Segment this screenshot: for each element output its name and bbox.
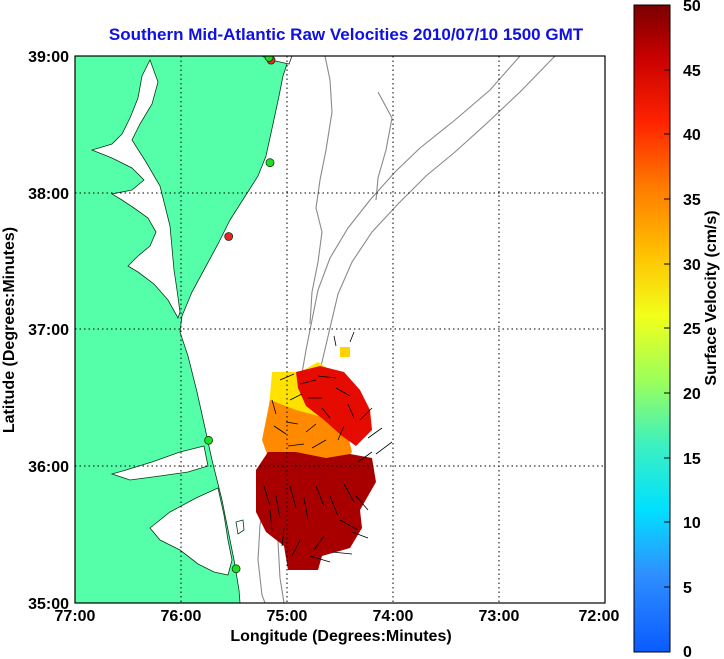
colorbar-label: Surface Velocity (cm/s)	[703, 210, 720, 385]
station-marker-green	[231, 564, 241, 574]
colorbar-tick: 20	[683, 386, 701, 403]
ocean-inlet	[235, 519, 245, 535]
x-tick: 77:00	[55, 608, 96, 625]
velocity-cell	[340, 347, 350, 357]
velocity-field	[256, 331, 393, 570]
lat-lon-grid	[75, 56, 605, 603]
x-tick: 76:00	[161, 608, 202, 625]
colorbar: 50 45 40 35 30 25 20 15 10 5 0 Surface V…	[633, 0, 720, 659]
colorbar-tick: 40	[683, 127, 701, 144]
velocity-region-darkred	[256, 452, 376, 570]
x-axis-label: Longitude (Degrees:Minutes)	[230, 628, 451, 645]
x-tick: 72:00	[579, 608, 620, 625]
station-marker-green	[265, 158, 275, 168]
isobath-inner	[309, 56, 333, 325]
velocity-region-red	[296, 366, 372, 446]
colorbar-tick: 50	[683, 0, 701, 15]
colorbar-tick: 30	[683, 257, 701, 274]
pamlico-sound	[149, 487, 233, 576]
colorbar-tick-marks	[664, 69, 670, 588]
station-marker-green	[204, 435, 214, 445]
station-marker-green	[264, 56, 274, 62]
x-tick: 73:00	[479, 608, 520, 625]
map-title: Southern Mid-Atlantic Raw Velocities 201…	[109, 25, 584, 44]
y-tick: 36:00	[28, 459, 69, 476]
colorbar-tick: 25	[683, 321, 701, 338]
y-axis-ticks: 39:00 38:00 37:00 36:00 35:00	[28, 49, 69, 613]
colorbar-tick: 5	[683, 580, 692, 597]
station-markers	[204, 56, 276, 574]
colorbar-tick: 45	[683, 63, 701, 80]
colorbar-tick: 10	[683, 515, 701, 532]
y-axis-label: Latitude (Degrees:Minutes)	[1, 227, 18, 433]
x-axis-ticks: 77:00 76:00 75:00 74:00 73:00 72:00	[55, 608, 620, 625]
colorbar-tick: 0	[683, 644, 692, 659]
y-tick: 39:00	[28, 49, 69, 66]
chesapeake-bay	[90, 58, 181, 319]
isobath-shallow	[257, 56, 521, 603]
station-marker-red	[224, 232, 234, 241]
albemarle-sound	[110, 445, 209, 481]
isobath-outer	[375, 91, 393, 201]
x-tick: 74:00	[373, 608, 414, 625]
y-tick: 38:00	[28, 186, 69, 203]
map-content	[75, 56, 556, 603]
colorbar-tick: 35	[683, 192, 701, 209]
y-tick: 37:00	[28, 322, 69, 339]
colorbar-tick: 15	[683, 451, 701, 468]
x-tick: 75:00	[267, 608, 308, 625]
y-tick: 35:00	[28, 596, 69, 613]
